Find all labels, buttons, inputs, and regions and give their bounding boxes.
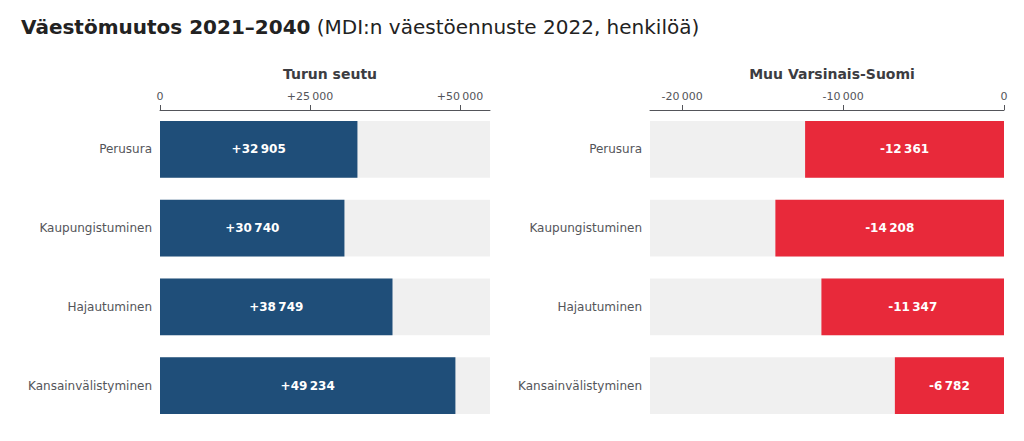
svg-text:-10 000: -10 000 — [823, 90, 864, 103]
svg-text:+25 000: +25 000 — [287, 90, 333, 103]
svg-text:(MDI:n väestöennuste 2022, hen: (MDI:n väestöennuste 2022, henkilöä) — [317, 15, 700, 39]
svg-text:+30 740: +30 740 — [225, 221, 279, 235]
svg-text:Väestömuutos 2021–2040: Väestömuutos 2021–2040 — [21, 15, 310, 39]
svg-text:Kansainvälistyminen: Kansainvälistyminen — [518, 379, 642, 393]
svg-text:-12 361: -12 361 — [880, 142, 929, 156]
svg-text:Turun seutu: Turun seutu — [283, 66, 377, 82]
svg-text:+32 905: +32 905 — [232, 142, 286, 156]
svg-text:+49 234: +49 234 — [281, 379, 335, 393]
svg-text:Kaupungistuminen: Kaupungistuminen — [39, 221, 152, 235]
svg-text:Kansainvälistyminen: Kansainvälistyminen — [28, 379, 152, 393]
svg-text:+38 749: +38 749 — [249, 300, 303, 314]
svg-text:Perusura: Perusura — [589, 142, 642, 156]
svg-text:-6 782: -6 782 — [929, 379, 970, 393]
svg-text:Hajautuminen: Hajautuminen — [67, 300, 152, 314]
svg-text:Perusura: Perusura — [99, 142, 152, 156]
svg-text:0: 0 — [157, 90, 164, 103]
svg-text:-11 347: -11 347 — [888, 300, 937, 314]
svg-text:Muu Varsinais-Suomi: Muu Varsinais-Suomi — [749, 66, 915, 82]
svg-text:-20 000: -20 000 — [662, 90, 703, 103]
svg-text:-14 208: -14 208 — [865, 221, 914, 235]
svg-text:Hajautuminen: Hajautuminen — [557, 300, 642, 314]
svg-text:0: 0 — [1001, 90, 1008, 103]
svg-text:Kaupungistuminen: Kaupungistuminen — [529, 221, 642, 235]
svg-text:+50 000: +50 000 — [437, 90, 483, 103]
